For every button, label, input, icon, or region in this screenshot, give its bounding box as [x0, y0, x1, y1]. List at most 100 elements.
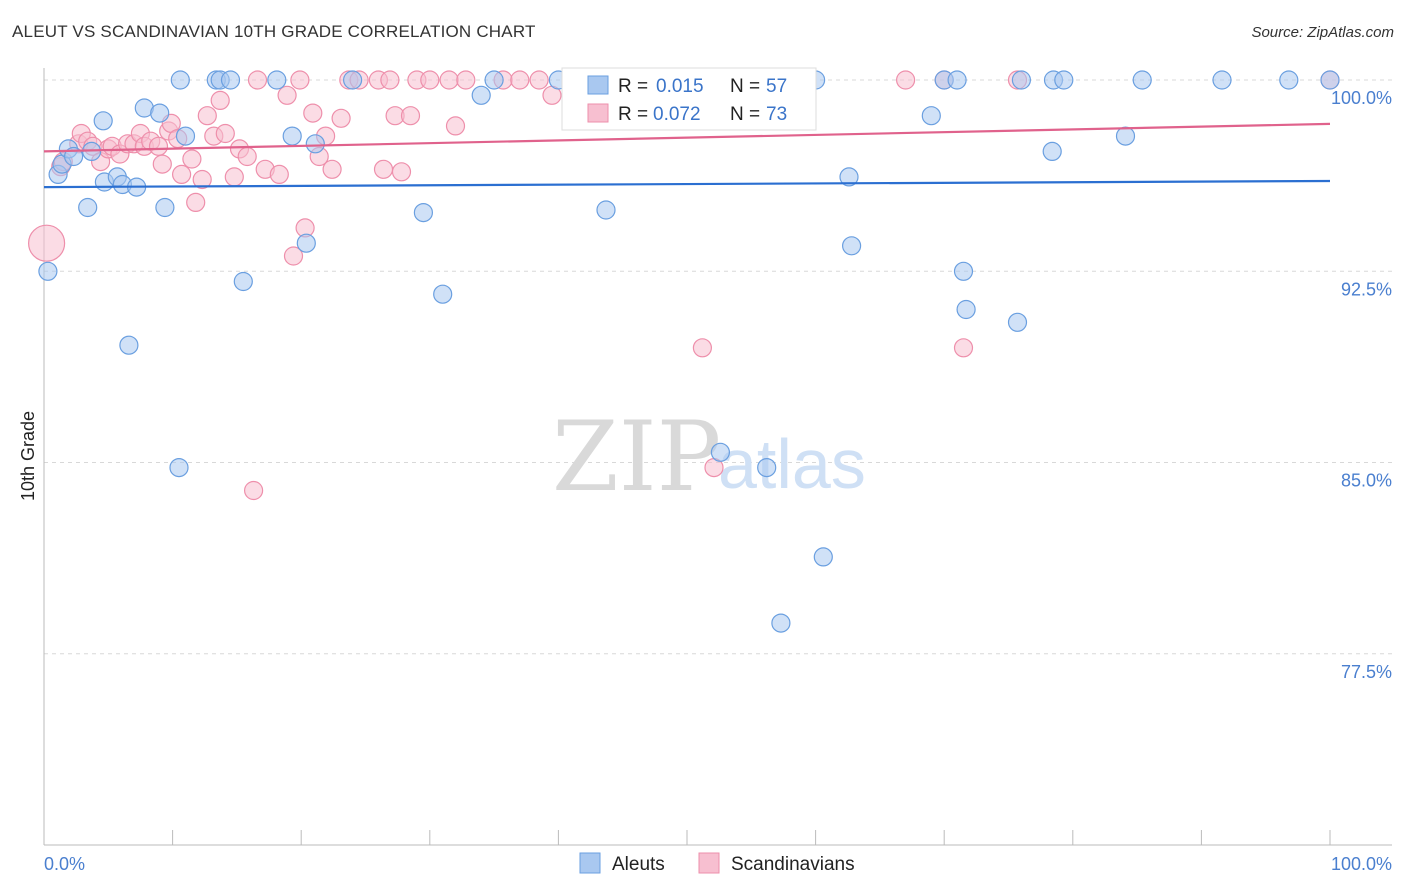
aleuts-r-label: R = [618, 76, 648, 97]
y-tick-label: 85.0% [1341, 471, 1392, 491]
scandinavian-point [215, 123, 235, 144]
aleut-point [169, 458, 189, 478]
scandinavians-trend-line [43, 122, 1331, 153]
aleut-point [38, 261, 58, 281]
aleut-point [1212, 70, 1232, 90]
aleut-point [1132, 70, 1152, 90]
aleut-point [433, 284, 453, 304]
watermark: ZIP atlas [552, 401, 866, 513]
scandinavian-point [953, 338, 974, 358]
scandinavian-point [331, 108, 351, 128]
scandinavian-point [895, 70, 916, 90]
watermark-zip: ZIP [552, 401, 721, 513]
scandinavian-point [244, 480, 264, 501]
y-tick-label: 100.0% [1331, 88, 1392, 108]
aleut-point [343, 70, 363, 90]
scandinavians-swatch [587, 103, 609, 123]
aleut-point [813, 547, 833, 567]
grid-lines [44, 79, 1392, 655]
x-tick-label-min: 0.0% [44, 854, 85, 874]
scandinavian-point [277, 85, 297, 105]
scandinavians-r-value: 0.072 [653, 104, 701, 125]
aleut-point [233, 271, 253, 292]
scandinavian-point [148, 136, 169, 156]
scandinavian-point [269, 164, 289, 184]
axes [43, 68, 1392, 846]
scandinavian-point [237, 146, 257, 167]
trend-lines [43, 122, 1331, 189]
series-legend: Aleuts Scandinavians [579, 852, 855, 875]
scandinavian-point [27, 224, 66, 262]
aleut-point [170, 70, 190, 90]
y-tick-label: 92.5% [1341, 279, 1392, 299]
aleuts-trend-line [43, 179, 1331, 189]
scandinavian-point [172, 164, 192, 184]
x-tick-label-max: 100.0% [1331, 854, 1392, 874]
aleut-point [710, 442, 731, 462]
scandinavian-point [380, 70, 400, 90]
scandinavian-point [420, 70, 440, 90]
aleut-point [953, 261, 974, 281]
scandinavian-point [224, 167, 244, 187]
aleut-point [1042, 141, 1062, 161]
aleut-point [119, 335, 139, 355]
aleuts-n-value: 57 [766, 76, 787, 97]
scandinavian-point [391, 162, 412, 182]
aleut-point [841, 236, 862, 256]
scandinavian-point [400, 106, 421, 126]
y-tick-labels: 100.0% 92.5% 85.0% 77.5% [1331, 88, 1392, 682]
aleut-point [220, 70, 241, 90]
scandinavian-point [529, 70, 549, 90]
aleut-point [1320, 70, 1340, 90]
scandinavian-point [210, 90, 230, 111]
aleut-point [1115, 126, 1136, 146]
scandinavian-point [197, 106, 217, 126]
x-ticks [43, 830, 1331, 845]
aleut-point [282, 126, 302, 146]
scandinavian-point [152, 154, 172, 174]
aleut-point [839, 167, 859, 187]
scandinavian-point [290, 70, 310, 90]
aleut-point [1279, 70, 1299, 90]
legend-scandinavians-label: Scandinavians [731, 854, 855, 875]
scandinavian-point [445, 116, 466, 136]
y-tick-label: 77.5% [1341, 662, 1392, 682]
scandinavian-point [373, 159, 394, 179]
scandinavian-point [182, 149, 202, 169]
aleuts-n-label: N = [730, 76, 760, 97]
scandinavian-point [303, 103, 323, 123]
aleut-point [484, 70, 504, 90]
aleuts-r-value: 0.015 [656, 76, 704, 97]
aleut-point [1007, 312, 1028, 332]
aleut-point [413, 203, 433, 223]
scandinavian-point [322, 159, 342, 179]
source-label: Source: ZipAtlas.com [1251, 24, 1394, 41]
aleuts-swatch [587, 75, 609, 95]
legend-scandinavians-swatch [698, 852, 720, 874]
aleut-point [947, 70, 967, 90]
stats-legend: R = 0.015 N = 57 R = 0.072 N = 73 [561, 67, 817, 131]
aleut-point [78, 197, 98, 218]
aleut-point [771, 613, 791, 633]
aleut-point [1054, 70, 1074, 90]
legend-aleuts-label: Aleuts [612, 854, 665, 875]
aleut-point [757, 458, 777, 478]
scandinavian-point [283, 246, 304, 266]
aleut-point [150, 103, 170, 123]
scandinavian-point [192, 169, 212, 190]
scandinavians-n-value: 73 [766, 104, 787, 125]
scandinavians-n-label: N = [730, 104, 760, 125]
aleut-point [175, 126, 196, 146]
aleut-point [1011, 70, 1032, 90]
aleut-point [471, 85, 491, 105]
aleut-point [63, 146, 84, 167]
aleut-point [296, 233, 316, 253]
scandinavian-point [247, 70, 268, 90]
watermark-atlas: atlas [718, 425, 866, 503]
y-axis-label: 10th Grade [18, 411, 38, 501]
legend-aleuts-swatch [579, 852, 601, 874]
aleut-point [596, 200, 616, 220]
scandinavian-point [456, 70, 476, 90]
aleut-point [921, 106, 941, 126]
